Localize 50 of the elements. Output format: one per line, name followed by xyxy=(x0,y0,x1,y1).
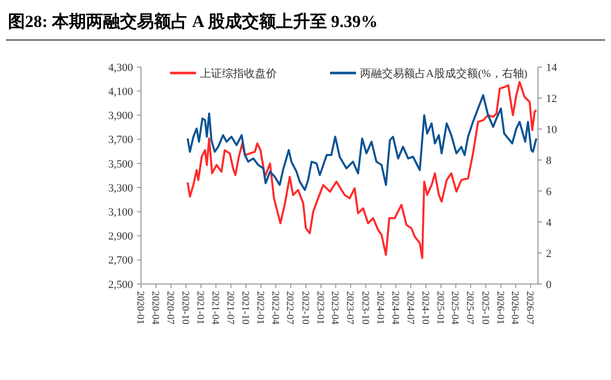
x-tick-label: 2023-04 xyxy=(329,291,340,324)
legend-label: 上证综指收盘价 xyxy=(200,66,277,80)
x-tick-label: 2021-10 xyxy=(239,291,250,324)
x-tick-label: 2026-04 xyxy=(509,291,520,324)
legend-label: 两融交易额占A股成交额(%，右轴) xyxy=(360,66,528,80)
y-tick-label: 3,700 xyxy=(108,134,134,146)
y-tick-label: 3,300 xyxy=(108,182,134,194)
y2-tick-label: 10 xyxy=(546,124,558,136)
x-tick-label: 2022-04 xyxy=(269,291,280,324)
x-tick-label: 2020-01 xyxy=(134,291,146,324)
x-tick-label: 2020-07 xyxy=(164,291,176,324)
line-series xyxy=(186,94,538,191)
chart-title: 图28: 本期两融交易额占 A 股成交额上升至 9.39% xyxy=(8,12,378,31)
y-tick-label: 2,700 xyxy=(108,254,134,267)
x-tick-label: 2025-10 xyxy=(479,291,490,324)
x-tick-label: 2024-10 xyxy=(419,291,430,324)
x-tick-label: 2023-07 xyxy=(344,291,356,324)
y2-tick-label: 2 xyxy=(546,248,552,260)
y-tick-label: 2,900 xyxy=(108,230,134,243)
y-tick-label: 4,100 xyxy=(108,86,134,98)
x-tick-label: 2021-07 xyxy=(224,291,236,324)
y2-tick-label: 4 xyxy=(546,216,552,229)
y2-tick-label: 6 xyxy=(546,186,552,198)
y-tick-label: 3,900 xyxy=(108,110,134,122)
x-tick-label: 2021-04 xyxy=(209,291,220,324)
x-tick-label: 2024-01 xyxy=(374,291,386,324)
line-series xyxy=(186,80,538,260)
y-tick-label: 3,100 xyxy=(108,206,134,219)
x-tick-label: 2024-04 xyxy=(389,291,400,324)
x-tick-label: 2022-10 xyxy=(299,291,310,324)
y2-tick-label: 8 xyxy=(546,154,552,167)
x-tick-label: 2026-01 xyxy=(494,291,506,324)
y2-tick-label: 14 xyxy=(546,62,558,74)
x-tick-label: 2024-07 xyxy=(404,291,416,324)
y2-tick-label: 12 xyxy=(546,92,557,105)
x-tick-label: 2025-04 xyxy=(449,291,460,324)
x-tick-label: 2026-07 xyxy=(524,291,536,324)
x-tick-label: 2020-04 xyxy=(149,291,160,324)
x-tick-label: 2025-01 xyxy=(434,291,446,324)
y-tick-label: 3,500 xyxy=(108,158,134,170)
y-tick-label: 2,500 xyxy=(108,278,134,291)
x-tick-label: 2022-01 xyxy=(254,291,266,324)
y-tick-label: 4,300 xyxy=(108,62,134,74)
x-tick-label: 2025-07 xyxy=(464,291,476,324)
y2-tick-label: 0 xyxy=(546,278,552,291)
x-tick-label: 2023-10 xyxy=(359,291,370,324)
x-tick-label: 2020-10 xyxy=(179,291,190,324)
x-tick-label: 2023-01 xyxy=(314,291,326,324)
x-tick-label: 2021-01 xyxy=(194,291,206,324)
x-tick-label: 2022-07 xyxy=(284,291,296,324)
